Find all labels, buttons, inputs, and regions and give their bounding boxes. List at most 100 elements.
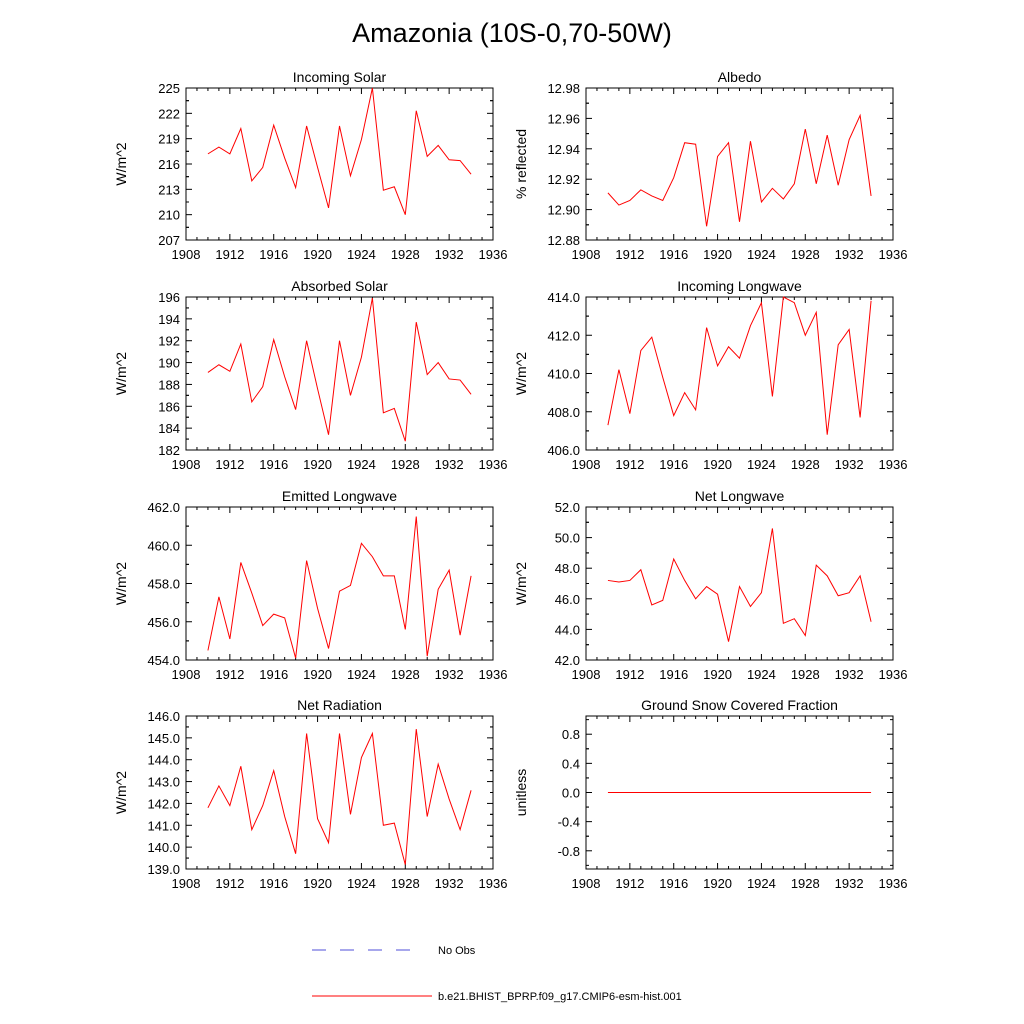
x-tick-label: 1932 <box>835 876 864 891</box>
y-axis-label: % reflected <box>513 129 529 199</box>
x-tick-label: 1932 <box>435 457 464 472</box>
chart-title: Net Radiation <box>297 697 382 713</box>
y-tick-label: 48.0 <box>555 561 580 576</box>
x-tick-label: 1924 <box>347 876 376 891</box>
y-tick-label: 192 <box>158 334 180 349</box>
chart-panel: Incoming Longwave W/m^2 1908 1912 1916 1920 19… <box>513 278 907 472</box>
y-tick-label: 50.0 <box>555 531 580 546</box>
y-tick-label: 188 <box>158 377 180 392</box>
legend-label-no-obs: No Obs <box>438 945 476 957</box>
y-tick-label: 0.0 <box>562 786 580 801</box>
y-tick-label: 210 <box>158 208 180 223</box>
y-tick-label: 406.0 <box>547 443 580 458</box>
x-tick-label: 1924 <box>747 247 776 262</box>
y-tick-label: 42.0 <box>555 653 580 668</box>
x-tick-label: 1936 <box>479 876 508 891</box>
x-tick-label: 1924 <box>747 457 776 472</box>
x-tick-label: 1920 <box>303 876 332 891</box>
y-axis-label: W/m^2 <box>113 562 129 605</box>
x-tick-label: 1928 <box>391 457 420 472</box>
x-tick-label: 1928 <box>391 667 420 682</box>
x-tick-label: 1916 <box>259 667 288 682</box>
x-tick-label: 1908 <box>172 247 201 262</box>
y-tick-label: 216 <box>158 157 180 172</box>
y-axis-label: W/m^2 <box>113 771 129 814</box>
y-tick-label: 196 <box>158 290 180 305</box>
x-tick-label: 1928 <box>791 457 820 472</box>
series-line <box>207 87 472 215</box>
y-tick-label: 410.0 <box>547 367 580 382</box>
x-tick-label: 1912 <box>615 247 644 262</box>
x-tick-label: 1908 <box>572 457 601 472</box>
x-tick-label: 1924 <box>747 667 776 682</box>
x-tick-label: 1908 <box>172 457 201 472</box>
y-tick-label: 462.0 <box>147 500 180 515</box>
x-tick-label: 1932 <box>435 876 464 891</box>
y-tick-label: 454.0 <box>147 653 180 668</box>
chart-panel: Incoming Solar W/m^2 1908 1912 1916 1920 1924 1… <box>113 69 507 262</box>
x-tick-label: 1912 <box>215 876 244 891</box>
x-tick-label: 1932 <box>435 667 464 682</box>
x-tick-label: 1920 <box>303 247 332 262</box>
x-tick-label: 1928 <box>391 247 420 262</box>
y-tick-label: 222 <box>158 106 180 121</box>
x-tick-label: 1936 <box>479 457 508 472</box>
chart-title: Ground Snow Covered Fraction <box>641 697 838 713</box>
chart-panel: Absorbed Solar W/m^2 1908 1912 1916 1920 1924 1… <box>113 278 507 472</box>
x-tick-label: 1928 <box>791 667 820 682</box>
y-tick-label: 225 <box>158 81 180 96</box>
x-tick-label: 1912 <box>215 457 244 472</box>
series-line <box>207 516 472 659</box>
x-tick-label: 1936 <box>879 457 908 472</box>
y-tick-label: 186 <box>158 399 180 414</box>
x-tick-label: 1928 <box>391 876 420 891</box>
x-tick-label: 1936 <box>479 247 508 262</box>
x-tick-label: 1908 <box>572 247 601 262</box>
y-tick-label: 408.0 <box>547 405 580 420</box>
x-tick-label: 1920 <box>703 247 732 262</box>
y-tick-label: 46.0 <box>555 592 580 607</box>
y-tick-label: 12.98 <box>547 81 580 96</box>
y-tick-label: 139.0 <box>147 862 180 877</box>
chart-panel: Net Longwave W/m^2 1908 1912 1916 1920 1924 192… <box>513 488 907 682</box>
y-tick-label: 145.0 <box>147 731 180 746</box>
x-tick-label: 1908 <box>572 876 601 891</box>
y-tick-label: 456.0 <box>147 615 180 630</box>
y-tick-label: 141.0 <box>147 818 180 833</box>
x-tick-label: 1936 <box>479 667 508 682</box>
y-tick-label: -0.4 <box>558 815 580 830</box>
y-tick-label: 213 <box>158 182 180 197</box>
y-tick-label: 190 <box>158 356 180 371</box>
x-tick-label: 1916 <box>659 876 688 891</box>
y-tick-label: 140.0 <box>147 840 180 855</box>
x-tick-label: 1932 <box>835 667 864 682</box>
y-tick-label: 184 <box>158 421 180 436</box>
y-tick-label: 194 <box>158 312 180 327</box>
x-tick-label: 1936 <box>879 667 908 682</box>
x-tick-label: 1912 <box>615 667 644 682</box>
legend-label-model: b.e21.BHIST_BPRP.f09_g17.CMIP6-esm-hist.… <box>438 991 682 1003</box>
chart-panel: Emitted Longwave W/m^2 1908 1912 1916 1920 192… <box>113 488 507 682</box>
chart-panel: Ground Snow Covered Fraction unitless 1908… <box>513 697 907 891</box>
legend: No Obs b.e21.BHIST_BPRP.f09_g17.CMIP6-es… <box>312 945 682 1003</box>
chart-panel: Net Radiation W/m^2 1908 1912 1916 1920 1924 19… <box>113 697 507 891</box>
y-tick-label: 0.8 <box>562 727 580 742</box>
y-tick-label: 0.4 <box>562 756 580 771</box>
x-tick-label: 1920 <box>703 457 732 472</box>
x-tick-label: 1916 <box>259 876 288 891</box>
series-line <box>607 528 872 642</box>
x-tick-label: 1920 <box>303 457 332 472</box>
y-axis-label: unitless <box>513 769 529 816</box>
x-tick-label: 1924 <box>347 667 376 682</box>
y-axis-label: W/m^2 <box>513 352 529 395</box>
y-tick-label: 458.0 <box>147 577 180 592</box>
y-tick-label: 146.0 <box>147 709 180 724</box>
y-tick-label: 219 <box>158 132 180 147</box>
series-line <box>207 297 472 442</box>
chart-title: Emitted Longwave <box>282 488 397 504</box>
x-tick-label: 1912 <box>615 876 644 891</box>
x-tick-label: 1908 <box>172 876 201 891</box>
y-tick-label: 12.96 <box>547 111 580 126</box>
x-tick-label: 1920 <box>303 667 332 682</box>
x-tick-label: 1936 <box>879 876 908 891</box>
